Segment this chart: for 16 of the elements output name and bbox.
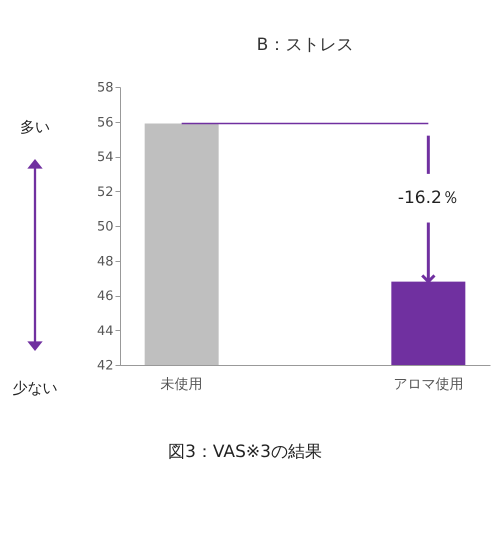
x-tick-label: 未使用: [160, 376, 203, 392]
text: 少ない: [12, 379, 58, 397]
y-tick-label: 48: [96, 254, 114, 270]
y-tick-label: 56: [96, 115, 114, 130]
x-tick-label: アロマ使用: [393, 376, 464, 392]
y-tick-label: 44: [96, 324, 114, 339]
chart-title: B：ストレス: [256, 35, 354, 55]
y-tick-label: 46: [96, 289, 114, 304]
caption: 図3：VAS※3の結果: [168, 442, 322, 462]
y-tick-label: 50: [96, 220, 114, 234]
text: 多い: [20, 118, 50, 136]
y-tick-label: 42: [96, 358, 114, 374]
y-tick-label: 58: [96, 80, 114, 96]
y-tick-label: 54: [96, 150, 114, 165]
y-tick-label: 52: [96, 184, 114, 200]
annotation: -16.2％: [398, 188, 459, 208]
